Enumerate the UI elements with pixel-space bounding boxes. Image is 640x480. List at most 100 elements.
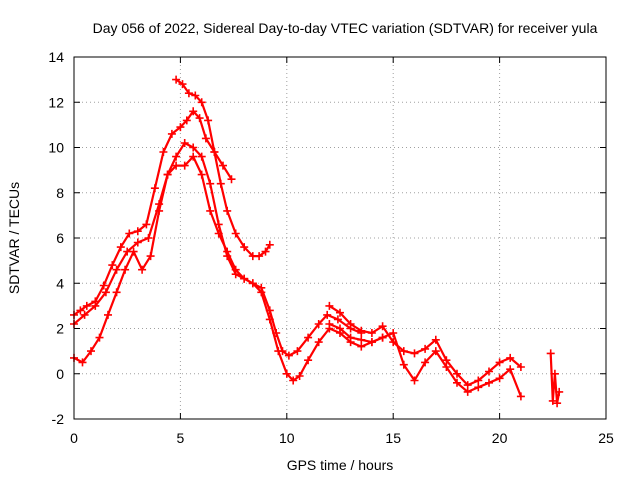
y-tick-label: 6 — [56, 230, 64, 246]
data-point — [265, 315, 274, 324]
data-point — [210, 148, 219, 156]
data-point — [214, 229, 223, 238]
y-tick-labels: -2 0 2 4 6 8 10 12 14 — [48, 49, 64, 427]
data-point — [206, 206, 215, 215]
series-line — [549, 352, 561, 405]
data-point — [399, 360, 408, 369]
data-point — [80, 310, 89, 319]
x-tick-label: 0 — [70, 430, 78, 446]
data-point — [112, 265, 121, 274]
data-point — [516, 363, 525, 371]
data-point — [453, 378, 461, 387]
data-point — [87, 347, 95, 356]
data-point — [216, 179, 225, 188]
data-point — [223, 247, 232, 256]
data-point — [357, 342, 366, 351]
data-point — [378, 322, 387, 331]
data-point — [129, 247, 138, 256]
data-point — [325, 301, 334, 310]
series-late-track-a — [325, 301, 525, 390]
data-point — [357, 326, 366, 335]
data-point — [442, 356, 451, 365]
data-point — [142, 220, 151, 229]
data-point — [410, 376, 419, 385]
chart-title: Day 056 of 2022, Sidereal Day-to-day VTE… — [93, 20, 598, 36]
data-point — [133, 238, 142, 247]
series-line — [72, 110, 233, 316]
data-point — [367, 338, 376, 347]
data-point — [116, 243, 125, 252]
data-point — [99, 281, 108, 290]
data-point — [231, 229, 240, 238]
x-tick-label: 15 — [385, 430, 401, 446]
data-point — [304, 333, 313, 342]
data-point — [485, 367, 493, 376]
data-point — [95, 333, 104, 342]
x-tick-label: 10 — [279, 430, 295, 446]
data-point — [112, 288, 121, 297]
data-point — [144, 234, 153, 242]
data-point — [240, 243, 249, 252]
data-point — [101, 288, 110, 297]
data-point — [357, 335, 366, 344]
data-point — [201, 134, 210, 143]
data-point — [184, 89, 193, 98]
data-point — [325, 320, 334, 328]
data-point — [206, 179, 215, 188]
data-point — [550, 369, 559, 378]
data-point — [180, 139, 189, 147]
data-point — [474, 376, 483, 385]
data-point — [314, 320, 323, 328]
data-point — [495, 358, 504, 367]
x-tick-label: 25 — [598, 430, 614, 446]
data-point — [431, 347, 440, 356]
data-point — [485, 378, 493, 387]
data-point — [495, 374, 504, 383]
data-point — [189, 107, 198, 116]
data-point — [167, 129, 176, 138]
y-tick-label: 0 — [56, 366, 64, 382]
series-line — [72, 155, 384, 382]
data-point — [442, 363, 451, 371]
data-point — [159, 148, 168, 156]
series-late-track-b — [325, 320, 525, 401]
data-point — [172, 75, 181, 84]
x-axis-label: GPS time / hours — [287, 457, 394, 473]
data-point — [333, 315, 342, 324]
data-point — [506, 365, 515, 374]
data-point — [78, 358, 87, 367]
data-point — [82, 301, 91, 310]
series-peak-track — [172, 75, 274, 261]
plot-frame — [73, 56, 607, 420]
data-point — [548, 396, 557, 405]
data-point — [204, 116, 213, 125]
data-point — [255, 252, 264, 261]
data-point — [240, 274, 249, 283]
data-point — [197, 152, 206, 161]
data-point — [463, 381, 472, 390]
data-point — [284, 351, 293, 360]
data-point — [248, 279, 257, 288]
data-point — [172, 161, 181, 170]
y-axis-label: SDTVAR / TECUs — [6, 182, 22, 294]
data-point — [506, 353, 515, 362]
data-point — [219, 161, 227, 170]
data-point — [191, 91, 200, 100]
data-point — [150, 184, 159, 193]
data-point — [172, 152, 181, 161]
data-point — [178, 80, 187, 89]
y-tick-label: 12 — [48, 94, 64, 110]
y-tick-label: -2 — [52, 411, 65, 427]
y-tick-label: 8 — [56, 185, 64, 201]
data-point — [265, 240, 274, 249]
data-point — [104, 310, 112, 319]
x-tick-label: 5 — [177, 430, 185, 446]
data-point — [257, 288, 266, 297]
data-point — [231, 265, 240, 274]
data-point — [421, 358, 430, 367]
y-tick-label: 10 — [48, 140, 64, 156]
data-point — [399, 347, 408, 356]
data-series — [70, 75, 564, 408]
data-point — [389, 329, 398, 337]
